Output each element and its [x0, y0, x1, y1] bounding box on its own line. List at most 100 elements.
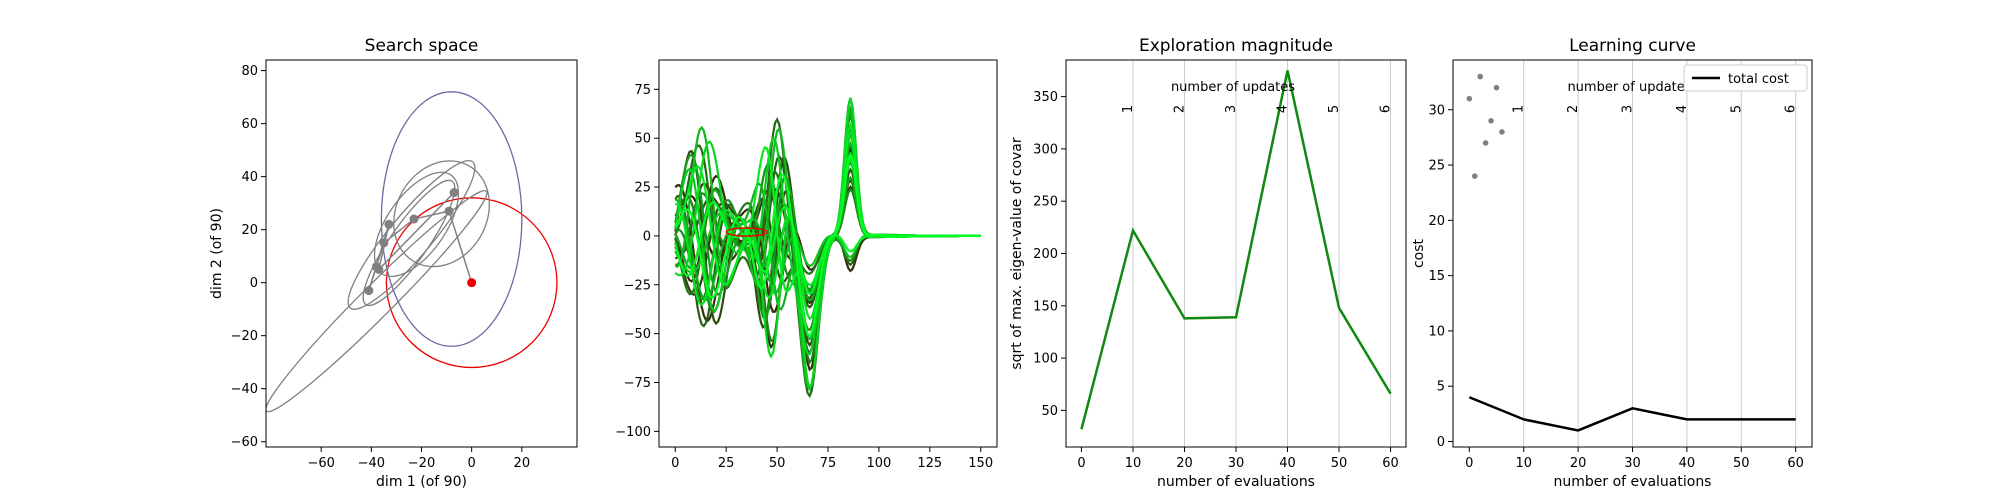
x-tick-label: −20 [408, 456, 435, 471]
x-tick-label: 10 [1515, 456, 1532, 471]
y-tick-label: −100 [615, 425, 651, 440]
axes-frame [265, 59, 578, 448]
plot-area [266, 91, 558, 413]
update-label: 6 [1379, 105, 1394, 113]
x-tick-label: 75 [820, 456, 837, 471]
panel-3: 0 10 20 30 40 50 60 50 100 150 200 250 300 350 Explora… [1009, 36, 1407, 490]
sample-cost-point [1499, 129, 1505, 135]
covariance-ellipse [373, 171, 460, 278]
plot-area [674, 97, 981, 399]
chart-title: Search space [365, 36, 479, 56]
x-tick-label: 30 [1624, 456, 1641, 471]
sample-cost-point [1471, 173, 1478, 179]
sample-cost-point [1482, 140, 1489, 146]
covariance-ellipse [385, 197, 558, 369]
axes-frame [658, 59, 998, 448]
panel-1: −60 −40 −20 0 20 −60 −40 −20 0 20 40 60 80 Search spa… [209, 36, 578, 490]
y-tick-label: 5 [1437, 380, 1445, 395]
x-tick-label: 20 [1176, 456, 1193, 471]
update-label: 4 [1276, 105, 1291, 113]
x-tick-label: 150 [968, 456, 993, 471]
x-tick-label: 60 [1382, 456, 1399, 471]
mean-point [384, 219, 394, 229]
x-tick-label: 30 [1228, 456, 1245, 471]
mean-point [444, 206, 454, 216]
y-tick-label: 200 [1033, 247, 1058, 262]
y-tick-label: 250 [1033, 195, 1058, 210]
update-label: 3 [1224, 105, 1239, 113]
y-tick-label: −50 [624, 327, 651, 342]
x-tick-label: 25 [718, 456, 735, 471]
y-tick-label: 150 [1033, 299, 1058, 314]
axes-frame [1065, 59, 1407, 448]
x-tick-label: 0 [1465, 456, 1473, 471]
axes-frame [1452, 59, 1813, 448]
y-tick-label: −60 [231, 435, 258, 450]
x-tick-label: 50 [769, 456, 786, 471]
y-tick-label: 10 [1428, 324, 1445, 339]
update-label: 5 [1729, 105, 1744, 113]
y-tick-label: 30 [1428, 103, 1445, 118]
x-tick-label: 40 [1279, 456, 1296, 471]
x-tick-label: 50 [1331, 456, 1348, 471]
x-tick-label: 40 [1679, 456, 1696, 471]
legend-box [1683, 64, 1808, 92]
chart-title: Exploration magnitude [1139, 36, 1333, 56]
update-label: 1 [1512, 105, 1527, 113]
total-cost-line [1468, 396, 1796, 432]
x-tick-label: 0 [1077, 456, 1085, 471]
y-axis-label: cost [1411, 238, 1427, 268]
y-tick-label: 0 [643, 229, 651, 244]
x-tick-label: −40 [358, 456, 385, 471]
y-tick-label: 15 [1428, 269, 1445, 284]
update-label: 6 [1784, 105, 1799, 113]
chart-title: Learning curve [1569, 36, 1696, 56]
x-tick-label: 20 [1570, 456, 1587, 471]
x-tick-label: 0 [468, 456, 476, 471]
y-axis-label: sqrt of max. eigen-value of covar [1009, 137, 1025, 370]
y-tick-label: 0 [250, 276, 258, 291]
mean-point [449, 188, 459, 198]
y-tick-label: 0 [1437, 435, 1445, 450]
y-tick-label: 80 [241, 64, 258, 79]
covariance-ellipse [393, 160, 491, 268]
y-tick-label: 40 [241, 170, 258, 185]
updates-axis-label: number of updates [1171, 80, 1295, 95]
update-label: 2 [1566, 105, 1581, 113]
y-tick-label: 100 [1033, 352, 1058, 367]
update-label: 1 [1121, 105, 1136, 113]
start-marker [725, 227, 768, 237]
y-tick-label: 20 [1428, 214, 1445, 229]
y-tick-label: 25 [634, 181, 651, 196]
rollout-line [674, 151, 981, 339]
y-axis-label: dim 2 (of 90) [209, 208, 225, 299]
covariance-ellipse [266, 190, 488, 413]
legend-label: total cost [1728, 72, 1789, 87]
plot-area [1080, 60, 1392, 447]
y-tick-label: 75 [634, 83, 651, 98]
sample-cost-point [1466, 95, 1473, 102]
y-tick-label: −25 [624, 278, 651, 293]
update-label: 4 [1675, 105, 1690, 113]
sample-cost-point [1488, 118, 1494, 124]
x-axis-label: number of evaluations [1157, 474, 1315, 490]
y-tick-label: 50 [634, 132, 651, 147]
updates-axis-label: number of updates [1567, 80, 1691, 95]
x-tick-label: 10 [1125, 456, 1142, 471]
plot-area [1466, 60, 1797, 447]
panel-2: 0 25 50 75 100 125 150 −100 −75 −50 −25 0 25 50 75 [615, 59, 998, 471]
x-axis-label: dim 1 (of 90) [376, 474, 467, 490]
y-tick-label: −40 [231, 382, 258, 397]
start-point [467, 278, 477, 288]
x-tick-label: 20 [514, 456, 531, 471]
x-tick-label: 50 [1733, 456, 1750, 471]
y-tick-label: 50 [1041, 404, 1058, 419]
x-tick-label: 100 [866, 456, 891, 471]
exploration-line [1080, 70, 1392, 430]
y-tick-label: −75 [624, 376, 651, 391]
mean-point [374, 264, 384, 274]
mean-point [379, 238, 389, 248]
covariance-ellipse [380, 91, 523, 347]
